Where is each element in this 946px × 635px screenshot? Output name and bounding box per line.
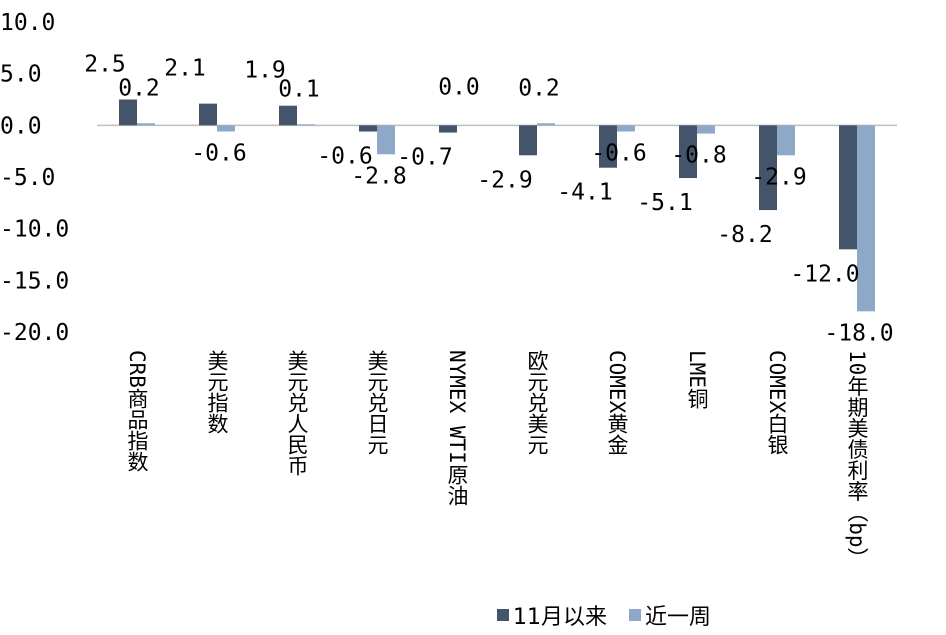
data-label-series-2: -0.6 [191, 141, 246, 167]
data-label-series-2: 0.2 [518, 75, 560, 101]
y-tick-label: 10.0 [0, 10, 55, 36]
bar-series-2 [617, 125, 635, 132]
bar-series-1 [279, 105, 297, 126]
category-label: COMEX黄金 [605, 350, 629, 455]
category-label: 美元指数 [205, 350, 229, 434]
bar-series-2 [377, 125, 395, 155]
legend-item-series-1: 11月以来 [497, 599, 607, 631]
category-labels-layer: CRB商品指数 美元指数 美元兑人民币 美元兑日元 NYMEX WTI原油 欧元兑美元 CO… [125, 350, 869, 569]
legend-item-series-2: 近一周 [629, 599, 711, 631]
data-label-series-1: -12.0 [790, 261, 859, 287]
category-label: 欧元兑美元 [525, 350, 549, 455]
bar-series-2 [697, 125, 715, 134]
bars-layer [119, 99, 875, 312]
category-label: CRB商品指数 [125, 350, 149, 472]
data-label-series-1: -0.7 [397, 145, 452, 171]
bar-series-1 [839, 125, 857, 250]
legend: 11月以来 近一周 [497, 600, 733, 630]
data-label-series-2: -0.6 [591, 141, 646, 167]
data-label-series-2: -2.8 [351, 163, 406, 189]
data-label-series-2: 0.1 [278, 76, 320, 102]
data-label-series-1: -0.6 [317, 144, 372, 170]
legend-swatch-series-2 [629, 609, 641, 621]
y-tick-label: 0.0 [0, 113, 42, 139]
y-axis: 10.0 5.0 0.0 -5.0 -10.0 -15.0 -20.0 [0, 10, 69, 346]
data-labels-layer: 2.50.22.1-0.61.90.1-0.6-2.8-0.70.0-2.90.… [84, 52, 893, 347]
bar-series-2 [217, 125, 235, 132]
data-label-series-1: -8.2 [717, 222, 772, 248]
y-tick-label: -5.0 [0, 165, 55, 191]
data-label-series-1: 2.1 [164, 56, 206, 82]
bar-series-1 [439, 125, 457, 133]
category-label: 美元兑日元 [365, 350, 389, 455]
bar-series-2 [777, 125, 795, 156]
data-label-series-1: 1.9 [244, 58, 286, 84]
data-label-series-1: -2.9 [477, 167, 532, 193]
y-tick-label: -10.0 [0, 217, 69, 243]
y-tick-label: -20.0 [0, 320, 69, 346]
data-label-series-2: -0.8 [671, 143, 726, 169]
legend-swatch-series-1 [497, 609, 509, 621]
bar-series-1 [599, 125, 617, 168]
legend-label-series-1: 11月以来 [513, 605, 607, 630]
bar-series-2 [137, 123, 155, 126]
bar-series-2 [297, 124, 315, 126]
y-tick-label: 5.0 [0, 62, 42, 88]
category-label: LME铜 [685, 350, 709, 409]
y-tick-label: -15.0 [0, 268, 69, 294]
bar-series-1 [519, 125, 537, 156]
category-label: COMEX白银 [765, 350, 789, 456]
bar-chart: 10.05.00.0-5.0-10.0-15.0-20.0 2.50.22.1-… [0, 10, 897, 569]
bar-series-1 [119, 99, 137, 126]
bar-series-1 [359, 125, 377, 132]
data-label-series-2: -2.9 [751, 164, 806, 190]
data-label-series-1: 2.5 [84, 52, 126, 78]
data-label-series-1: -4.1 [557, 180, 612, 206]
data-label-series-2: -18.0 [824, 320, 893, 346]
category-label: NYMEX WTI原油 [445, 350, 469, 506]
bar-series-1 [679, 125, 697, 179]
legend-label-series-2: 近一周 [645, 605, 712, 630]
category-label: 10年期美债利率（bp） [845, 350, 869, 569]
bar-series-2 [537, 123, 555, 126]
data-label-series-2: 0.0 [438, 74, 480, 100]
bar-series-1 [199, 103, 217, 126]
data-label-series-1: -5.1 [637, 190, 692, 216]
bar-series-2 [857, 125, 875, 312]
category-label: 美元兑人民币 [285, 350, 309, 476]
data-label-series-2: 0.2 [118, 75, 160, 101]
bar-series-1 [759, 125, 777, 211]
